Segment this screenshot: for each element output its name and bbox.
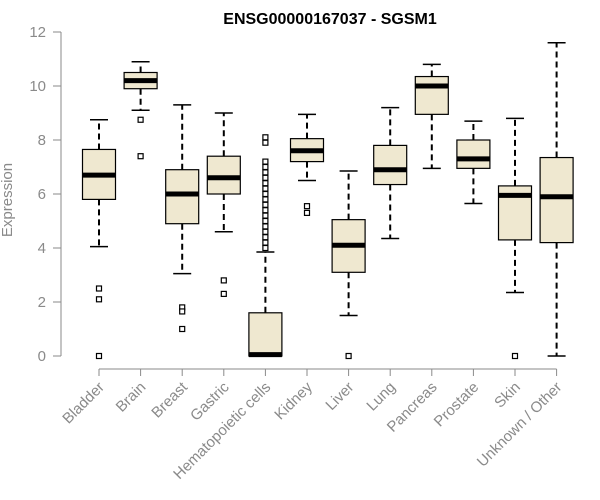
box-iqr [414, 75, 449, 115]
x-tick-label: Skin [491, 379, 524, 412]
y-tick-label: 12 [29, 24, 46, 41]
x-tick-label: Lung [363, 379, 399, 415]
box-iqr [373, 144, 408, 186]
y-tick-label: 0 [38, 348, 46, 365]
chart-title: ENSG00000167037 - SGSM1 [223, 11, 437, 28]
box-iqr [456, 139, 491, 169]
outlier-point [262, 196, 269, 203]
outlier-point [179, 308, 186, 315]
outlier-point [262, 139, 269, 146]
outlier-point [303, 203, 311, 210]
box-bladder [81, 119, 117, 360]
box-prostate [456, 120, 491, 205]
y-tick-label: 6 [38, 186, 46, 203]
outlier-point [262, 190, 269, 198]
box-hematopoietic-cells [248, 134, 283, 358]
x-tick-label: Breast [148, 378, 191, 421]
box-iqr [206, 155, 241, 195]
box-iqr [248, 312, 283, 357]
outlier-point [262, 163, 269, 171]
outlier-point [137, 153, 144, 160]
outlier-point [95, 352, 103, 360]
box-gastric [206, 112, 241, 297]
outlier-point [220, 277, 227, 284]
outlier-point [95, 296, 103, 303]
outlier-point [179, 325, 186, 333]
outlier-point [262, 158, 269, 165]
x-tick-label: Brain [113, 379, 150, 416]
y-axis: 0 2 4 6 8 10 12 [29, 24, 62, 365]
box-unknown-other [539, 42, 574, 357]
box-breast [165, 104, 200, 333]
y-tick-label: 4 [38, 240, 46, 257]
outlier-point [262, 134, 269, 141]
y-tick-label: 10 [29, 78, 46, 95]
outlier-point [511, 352, 519, 360]
outlier-point [262, 174, 269, 181]
box-pancreas [414, 63, 449, 170]
x-tick-label: Kidney [271, 378, 316, 423]
outlier-point [262, 185, 269, 192]
y-axis-label: Expression [0, 163, 16, 237]
x-tick-label: Bladder [59, 379, 108, 428]
outlier-point [262, 239, 269, 246]
outlier-point [262, 244, 269, 252]
y-tick-label: 8 [38, 132, 46, 149]
outlier-point [137, 116, 144, 123]
box-brain [123, 60, 158, 160]
outlier-point [262, 169, 269, 176]
outlier-point [220, 290, 227, 297]
y-tick-label: 2 [38, 294, 46, 311]
x-tick-label: Prostate [431, 379, 483, 431]
outlier-point [262, 180, 269, 187]
outlier-point [262, 217, 269, 225]
box-kidney [289, 113, 325, 216]
outlier-point [303, 209, 311, 216]
box-liver [331, 170, 366, 360]
outlier-point [262, 201, 269, 208]
outlier-point [345, 352, 352, 360]
outlier-point [262, 228, 269, 235]
box-series [81, 42, 574, 360]
outlier-point [262, 234, 269, 241]
outlier-point [262, 223, 269, 230]
x-tick-label: Liver [322, 379, 357, 414]
box-iqr [539, 156, 574, 244]
box-iqr [165, 169, 200, 225]
box-lung [373, 106, 408, 240]
box-skin [497, 117, 533, 360]
outlier-point [262, 207, 269, 214]
outlier-point [95, 285, 103, 292]
outlier-point [262, 212, 269, 219]
